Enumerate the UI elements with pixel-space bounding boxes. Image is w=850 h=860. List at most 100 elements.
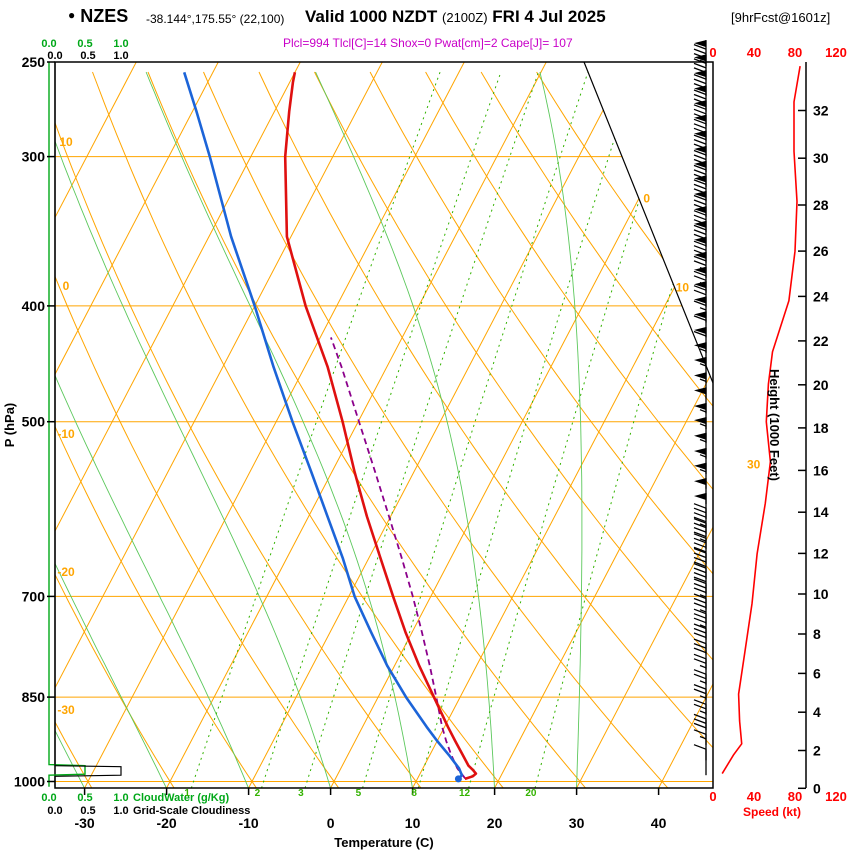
height-tick-label: 4	[813, 704, 821, 720]
height-tick-label: 26	[813, 243, 829, 259]
pressure-tick-label: 1000	[14, 773, 45, 789]
height-tick-label: 20	[813, 377, 829, 393]
cloudwater-tick-top: 1.0	[113, 38, 128, 50]
plot-frame	[54, 61, 714, 789]
speed-tick-bottom: 120	[825, 789, 847, 804]
dry-adiabat-label: -10	[57, 427, 75, 441]
isotherm-label: 30	[747, 458, 761, 472]
moist-adiabat-lines	[55, 71, 583, 788]
pressure-tick-label: 500	[22, 414, 46, 430]
speed-tick-bottom: 0	[709, 789, 716, 804]
cloudwater-tick-top: 0.5	[77, 38, 92, 50]
height-tick-label: 24	[813, 288, 829, 304]
temperature-tick-label: -30	[74, 815, 94, 831]
valid-main: Valid 1000 NZDT	[305, 7, 438, 26]
mixing-ratio-label: 20	[525, 788, 537, 799]
stability-indices: Plcl=994 Tlcl[C]=14 Shox=0 Pwat[cm]=2 Ca…	[283, 36, 573, 50]
mixing-ratio-label: 1	[184, 788, 190, 799]
pressure-axis: 250 300 400 500 700 850 1000 P (hPa)	[2, 54, 55, 789]
speed-tick-top: 120	[825, 45, 847, 60]
temperature-tick-label: 10	[405, 815, 421, 831]
wind-barb	[693, 653, 707, 685]
wind-barb	[694, 387, 707, 414]
isotherm-label: 10	[676, 280, 690, 294]
mixing-ratio-label: 2	[255, 788, 261, 799]
notch-diagonal	[583, 61, 714, 384]
height-tick-label: 28	[813, 197, 829, 213]
valid-utc: (2100Z)	[442, 10, 488, 25]
pressure-tick-label: 400	[22, 298, 46, 314]
pressure-tick-label: 300	[22, 149, 46, 165]
cloudiness-tick-bottom: 0.0	[47, 805, 62, 817]
temperature-tick-label: 30	[569, 815, 585, 831]
dewpoint-curve	[182, 71, 464, 780]
wind-barb	[694, 478, 707, 505]
height-tick-label: 6	[813, 665, 821, 681]
height-tick-label: 10	[813, 586, 829, 602]
temperature-curve	[283, 72, 478, 781]
dry-adiabat-label: 0	[63, 279, 70, 293]
speed-tick-top: 0	[709, 45, 716, 60]
parcel-curve	[330, 337, 466, 779]
temperature-axis: -30 -20 -10 0 10 20 30 40 Temperature (C)	[74, 788, 667, 850]
wind-barb	[693, 70, 707, 97]
wind-barb	[693, 713, 707, 745]
mixing-ratio-label: 8	[411, 788, 417, 799]
cloudiness-tick-bottom: 0.5	[80, 805, 95, 817]
mixing-ratio-label: 3	[298, 788, 304, 799]
height-tick-label: 14	[813, 504, 829, 520]
wind-barb	[694, 462, 707, 489]
dry-adiabat-label: 10	[59, 135, 73, 149]
temperature-tick-label: 20	[487, 815, 503, 831]
forecast-info: [9hrFcst@1601z]	[731, 10, 831, 25]
grid-labels: 10 0 -10 -20 -30 0 10 30	[57, 135, 760, 717]
valid-date: FRI 4 Jul 2025	[492, 7, 606, 26]
height-tick-label: 0	[813, 780, 821, 796]
station-bullet-icon: ●	[68, 8, 76, 22]
cloudiness-tick-top: 1.0	[113, 50, 128, 62]
pressure-tick-label: 850	[22, 689, 46, 705]
temperature-tick-label: 0	[327, 815, 335, 831]
cloudwater-axis-title: CloudWater (g/Kg)	[133, 792, 229, 804]
speed-tick-top: 80	[788, 45, 802, 60]
cloudiness-tick-bottom: 1.0	[113, 805, 128, 817]
isotherm-label: 0	[643, 192, 650, 206]
height-tick-label: 18	[813, 420, 829, 436]
station-title: ● NZES	[68, 6, 128, 27]
wind-barbs	[693, 40, 707, 776]
cloudiness-tick-top: 0.0	[47, 50, 62, 62]
wind-barb	[693, 160, 707, 187]
temperature-axis-title: Temperature (C)	[334, 835, 433, 850]
cloudwater-tick-top: 0.0	[41, 38, 56, 50]
cloud-scales: 0.00.00.50.51.01.00.00.00.50.51.01.0Clou…	[41, 38, 250, 817]
valid-time-title: Valid 1000 NZDT (2100Z) FRI 4 Jul 2025	[305, 7, 606, 27]
temperature-tick-label: -10	[238, 815, 258, 831]
height-tick-label: 22	[813, 333, 829, 349]
wind-barb	[693, 638, 707, 670]
temperature-tick-label: 40	[651, 815, 667, 831]
speed-tick-bottom: 80	[788, 789, 802, 804]
pressure-tick-label: 250	[22, 54, 46, 70]
wind-barb	[693, 683, 707, 716]
dry-adiabat-label: -20	[57, 565, 75, 579]
wind-barb	[693, 562, 707, 595]
station-coordinates: -38.144°,175.55° (22,100)	[146, 12, 285, 26]
mixing-ratio-label: 5	[356, 788, 362, 799]
wind-barb	[693, 744, 707, 776]
height-tick-label: 2	[813, 743, 821, 759]
station-name: NZES	[80, 6, 129, 26]
dry-adiabat-label: -30	[57, 703, 75, 717]
pressure-axis-title: P (hPa)	[2, 403, 17, 448]
cloudwater-tick-bottom: 0.5	[77, 792, 92, 804]
height-tick-label: 30	[813, 150, 829, 166]
isobar-lines	[55, 156, 713, 782]
cloudiness-tick-top: 0.5	[80, 50, 95, 62]
height-tick-label: 16	[813, 462, 829, 478]
surface-dewpoint-dot	[454, 775, 462, 783]
mixing-ratio-labels: 1 2 3 5 8 12 20	[184, 788, 536, 799]
cloudiness-axis-title: Grid-Scale Cloudiness	[133, 805, 250, 817]
cloudwater-tick-bottom: 0.0	[41, 792, 56, 804]
